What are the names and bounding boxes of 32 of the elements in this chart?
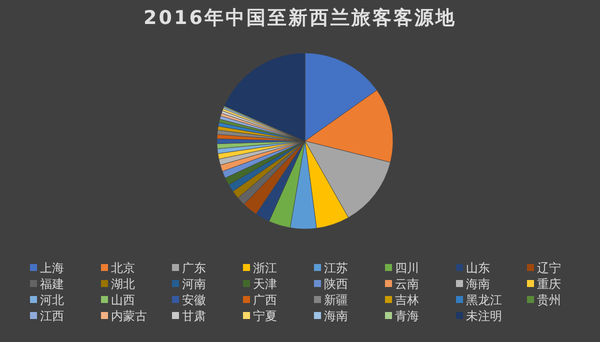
legend-label: 黑龙江 [466,293,502,307]
legend-label: 福建 [40,277,64,291]
legend-label: 辽宁 [537,261,561,275]
legend-label: 宁夏 [253,309,277,323]
legend-label: 江苏 [324,261,348,275]
legend-label: 安徽 [182,293,206,307]
legend-label: 重庆 [537,277,561,291]
legend-label: 河北 [40,293,64,307]
legend-label: 湖北 [111,277,135,291]
legend-label: 河南 [182,277,206,291]
legend-label: 云南 [395,277,419,291]
legend-label: 上海 [40,261,64,275]
chart-title: 2016年中国至新西兰旅客客源地 [144,7,456,29]
legend-label: 海南 [466,277,490,291]
legend-label: 广东 [182,261,206,275]
legend-label: 北京 [111,261,135,275]
legend-label: 山西 [111,293,135,307]
legend-label: 海南 [324,309,348,323]
legend-label: 新疆 [324,293,348,307]
legend-label: 天津 [253,277,277,291]
legend-label: 甘肃 [182,309,206,323]
legend-label: 未注明 [466,309,502,323]
legend-label: 四川 [395,261,419,275]
legend-label: 贵州 [537,293,561,307]
legend-label: 内蒙古 [111,309,147,323]
legend-label: 江西 [40,309,64,323]
legend-label: 陕西 [324,277,348,291]
legend-label: 浙江 [253,261,277,275]
legend-label: 青海 [395,309,419,323]
legend-label: 广西 [253,293,277,307]
legend-label: 山东 [466,261,490,275]
legend-label: 吉林 [395,293,419,307]
